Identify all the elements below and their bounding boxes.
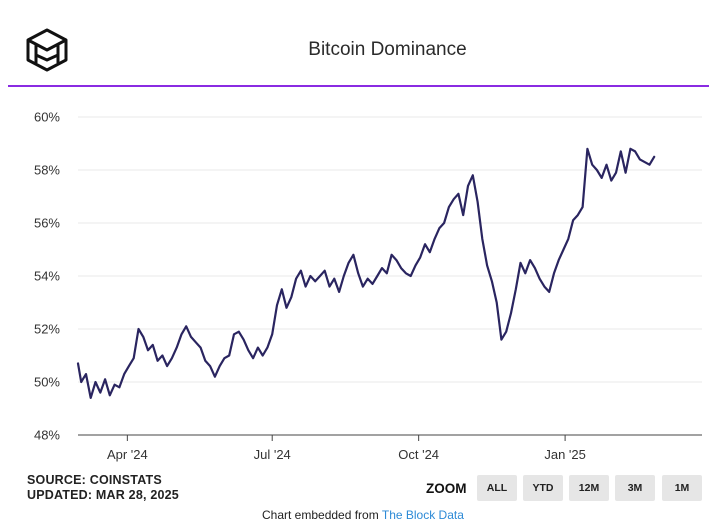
y-tick-label: 60% — [34, 110, 60, 125]
x-tick-label: Apr '24 — [107, 447, 148, 462]
x-tick-label: Jul '24 — [254, 447, 291, 462]
zoom-1m-button[interactable]: 1M — [662, 475, 702, 501]
y-tick-label: 54% — [34, 269, 60, 284]
updated-label: UPDATED: MAR 28, 2025 — [27, 488, 179, 502]
zoom-all-button[interactable]: ALL — [477, 475, 517, 501]
credit-brand-link[interactable]: The Block Data — [381, 508, 464, 522]
x-tick-label: Jan '25 — [544, 447, 586, 462]
x-tick-label: Oct '24 — [398, 447, 439, 462]
header-divider — [8, 85, 709, 87]
source-label: SOURCE: COINSTATS — [27, 473, 162, 487]
chart: 48% 50% 52% 54% 56% 58% 60% Apr '24 Jul '24 Oct '… — [34, 110, 702, 462]
zoom-label: ZOOM — [426, 481, 467, 496]
page-title: Bitcoin Dominance — [308, 39, 467, 60]
zoom-12m-button[interactable]: 12M — [569, 475, 609, 501]
y-tick-label: 50% — [34, 375, 60, 390]
y-tick-label: 48% — [34, 428, 60, 443]
chart-credit: Chart embedded from The Block Data — [262, 508, 464, 522]
y-tick-label: 58% — [34, 163, 60, 178]
y-tick-label: 52% — [34, 322, 60, 337]
y-tick-label: 56% — [34, 216, 60, 231]
header: Bitcoin Dominance — [0, 0, 717, 87]
cube-logo-icon[interactable] — [24, 27, 70, 73]
zoom-3m-button[interactable]: 3M — [615, 475, 655, 501]
zoom-ytd-button[interactable]: YTD — [523, 475, 563, 501]
credit-prefix: Chart embedded from — [262, 508, 379, 522]
series-line — [76, 147, 656, 399]
